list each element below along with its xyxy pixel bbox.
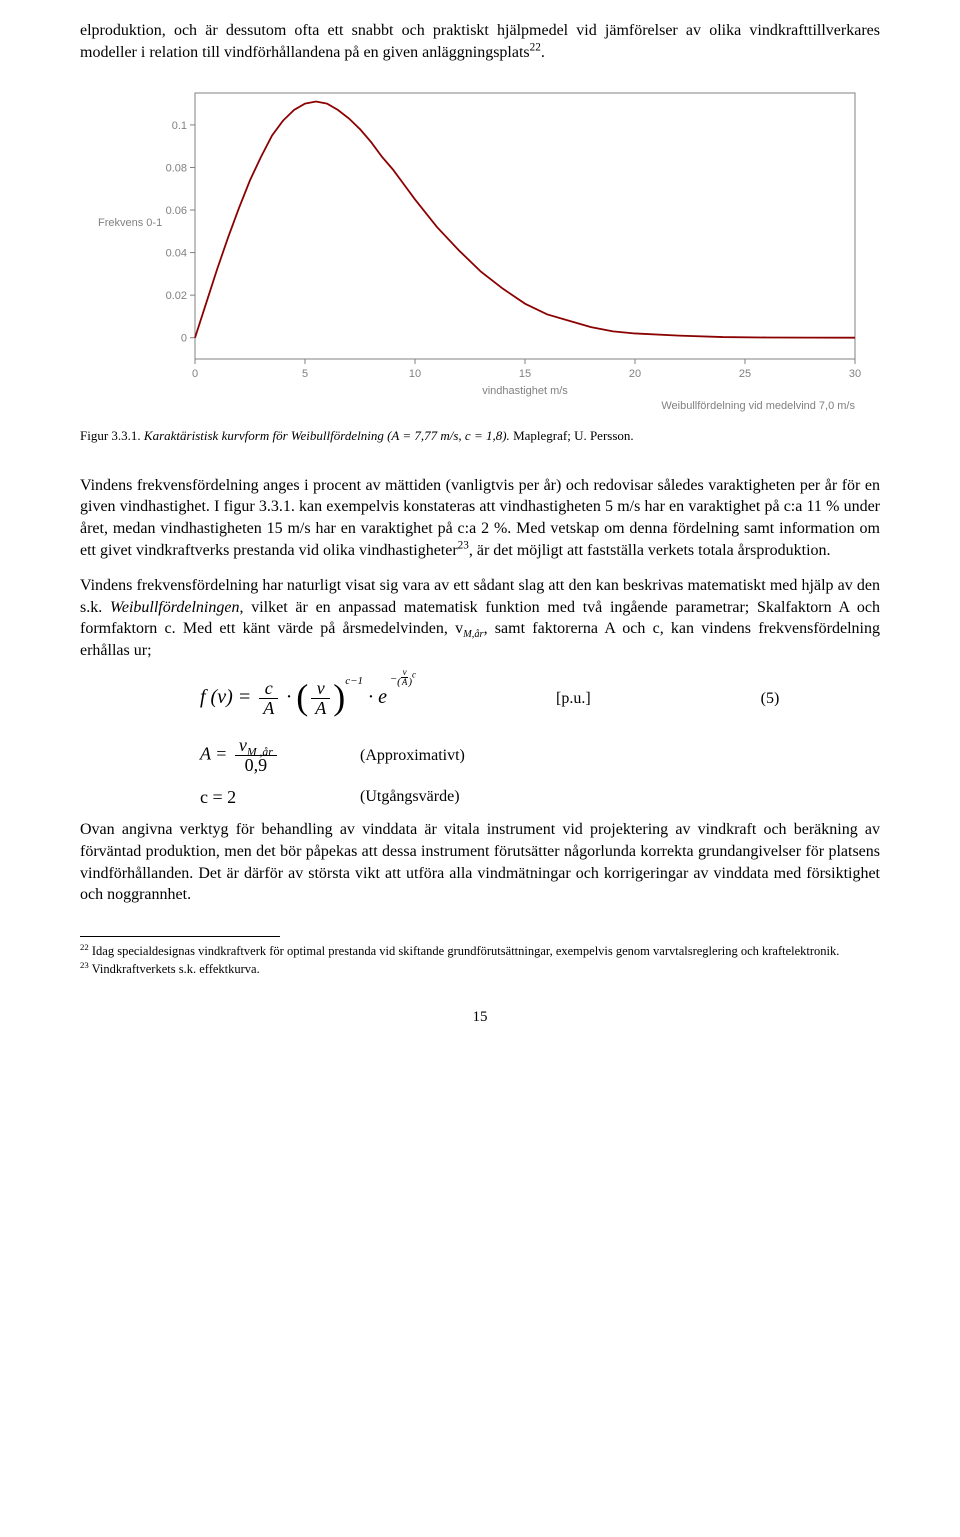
svg-text:vindhastighet m/s: vindhastighet m/s xyxy=(482,385,568,397)
svg-text:30: 30 xyxy=(849,368,861,380)
fn22-n: 22 xyxy=(80,942,89,952)
fn23-text: Vindkraftverkets s.k. effektkurva. xyxy=(89,962,260,976)
weibull-chart: 0 5 10 15 20 25 30 0 0.02 0.04 0.06 0.08 0.1 Frekvens… xyxy=(80,81,880,421)
aux-A-expl: (Approximativt) xyxy=(360,745,465,767)
caption-pre: Figur 3.3.1. xyxy=(80,428,144,443)
svg-text:Frekvens 0-1: Frekvens 0-1 xyxy=(98,217,162,229)
formula-5: f (v) = cA · (vA)c−1 · e −(vA)c [p.u.] (… xyxy=(200,679,880,718)
svg-text:0.08: 0.08 xyxy=(166,163,187,175)
paragraph-intro: elproduktion, och är dessutom ofta ett s… xyxy=(80,20,880,63)
para-top-text: elproduktion, och är dessutom ofta ett s… xyxy=(80,22,880,61)
caption-post: Maplegraf; U. Persson. xyxy=(513,428,634,443)
para2-b: , är det möjligt att fastställa verkets … xyxy=(469,542,831,559)
paragraph-4: Ovan angivna verktyg för behandling av v… xyxy=(80,819,880,905)
paragraph-2: Vindens frekvensfördelning anges i proce… xyxy=(80,475,880,561)
svg-text:20: 20 xyxy=(629,368,641,380)
footnote-23: 23 Vindkraftverkets s.k. effektkurva. xyxy=(80,961,880,977)
para3-sub: M,år xyxy=(463,629,484,640)
footnote-22: 22 Idag specialdesignas vindkraftverk fö… xyxy=(80,943,880,959)
formula-eqno: (5) xyxy=(761,688,780,710)
paragraph-3: Vindens frekvensfördelning har naturligt… xyxy=(80,575,880,661)
svg-text:Weibullfördelning vid medelvin: Weibullfördelning vid medelvind 7,0 m/s xyxy=(661,400,855,412)
svg-text:0: 0 xyxy=(192,368,198,380)
svg-text:25: 25 xyxy=(739,368,751,380)
svg-text:15: 15 xyxy=(519,368,531,380)
fn22-text: Idag specialdesignas vindkraftverk för o… xyxy=(89,944,840,958)
formula-unit: [p.u.] xyxy=(556,688,591,710)
para3-ital: Weibullfördelningen xyxy=(110,599,239,616)
svg-text:0.1: 0.1 xyxy=(172,120,187,132)
caption-italic: Karaktäristisk kurvform för Weibullförde… xyxy=(144,428,513,443)
svg-text:0.06: 0.06 xyxy=(166,205,187,217)
svg-text:0.04: 0.04 xyxy=(166,248,187,260)
svg-text:0.02: 0.02 xyxy=(166,290,187,302)
aux-c-expl: (Utgångsvärde) xyxy=(360,786,460,808)
fnref-23: 23 xyxy=(458,539,469,551)
fn23-n: 23 xyxy=(80,960,89,970)
aux-c: c = 2 (Utgångsvärde) xyxy=(200,785,880,809)
svg-text:0: 0 xyxy=(181,333,187,345)
fnref-22: 22 xyxy=(530,41,541,53)
svg-text:5: 5 xyxy=(302,368,308,380)
footnote-rule xyxy=(80,936,280,937)
figure-caption: Figur 3.3.1. Karaktäristisk kurvform för… xyxy=(80,427,880,445)
para-top-end: . xyxy=(541,44,545,61)
svg-text:10: 10 xyxy=(409,368,421,380)
aux-c-label: c = 2 xyxy=(200,785,320,809)
page-number: 15 xyxy=(80,1007,880,1027)
aux-A: A = vM ,år0,9 (Approximativt) xyxy=(200,736,880,775)
